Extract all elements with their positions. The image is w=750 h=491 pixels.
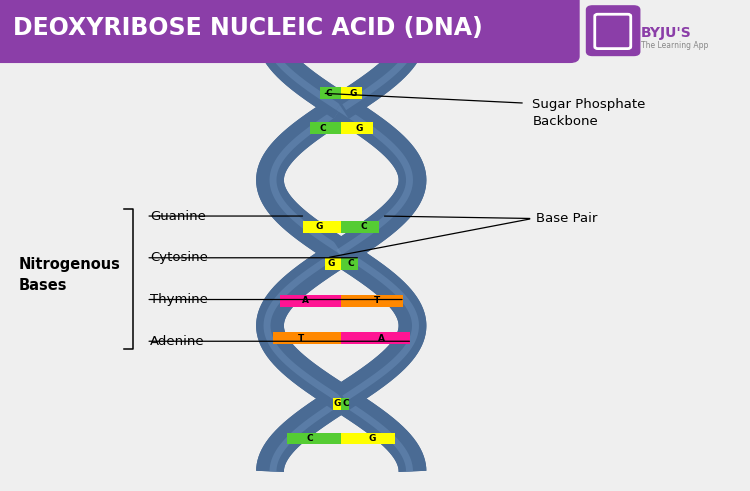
Bar <box>341 221 380 233</box>
Text: DEOXYRIBOSE NUCLEIC ACID (DNA): DEOXYRIBOSE NUCLEIC ACID (DNA) <box>13 16 483 40</box>
Bar <box>287 433 341 444</box>
Text: G: G <box>356 124 363 133</box>
Text: G: G <box>316 222 322 231</box>
Text: BYJU'S: BYJU'S <box>641 26 692 40</box>
Text: C: C <box>347 259 354 268</box>
Bar <box>341 258 358 270</box>
Text: A: A <box>377 333 385 343</box>
Bar <box>341 332 410 344</box>
Text: A: A <box>302 297 309 305</box>
Bar <box>320 87 341 99</box>
Text: C: C <box>360 222 367 231</box>
Bar <box>334 398 341 409</box>
Bar <box>341 398 349 409</box>
Text: C: C <box>320 124 326 133</box>
Text: Base Pair: Base Pair <box>536 212 598 225</box>
Text: The Learning App: The Learning App <box>641 41 709 50</box>
Bar <box>341 122 373 134</box>
Text: G: G <box>328 259 335 268</box>
Text: Cytosine: Cytosine <box>150 251 208 264</box>
Text: G: G <box>369 434 376 443</box>
Text: Sugar Phosphate
Backbone: Sugar Phosphate Backbone <box>532 98 646 128</box>
Bar <box>341 295 403 307</box>
Text: C: C <box>307 434 314 443</box>
Text: Thymine: Thymine <box>150 293 208 306</box>
Text: Adenine: Adenine <box>150 335 205 348</box>
Text: Nitrogenous
Bases: Nitrogenous Bases <box>19 257 121 293</box>
Text: Guanine: Guanine <box>150 210 206 222</box>
Bar <box>310 122 341 134</box>
Bar <box>303 221 341 233</box>
Bar <box>341 87 362 99</box>
Bar <box>272 332 341 344</box>
Bar <box>341 433 395 444</box>
FancyBboxPatch shape <box>586 6 640 55</box>
FancyBboxPatch shape <box>0 0 579 62</box>
Text: G: G <box>350 89 357 98</box>
Text: C: C <box>326 89 332 98</box>
Text: T: T <box>298 333 304 343</box>
Bar <box>280 295 341 307</box>
Text: T: T <box>374 297 380 305</box>
Text: C: C <box>343 399 349 408</box>
Bar <box>325 258 341 270</box>
Text: G: G <box>333 399 340 408</box>
